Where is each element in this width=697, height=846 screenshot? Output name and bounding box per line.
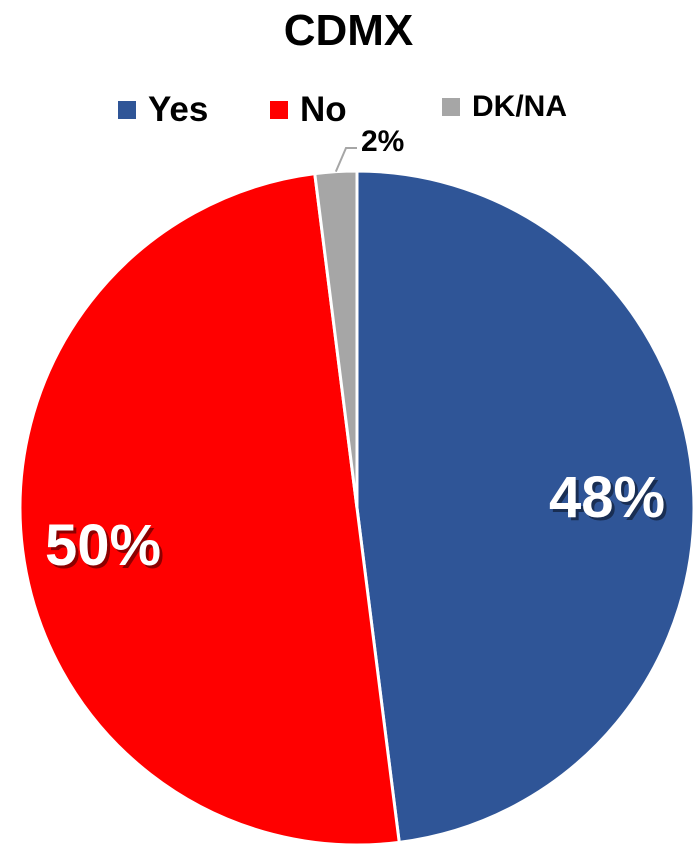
legend-item-no: No <box>270 90 347 130</box>
data-label-yes: 48% <box>549 465 665 530</box>
legend-label-dkna: DK/NA <box>472 90 567 123</box>
legend-item-yes: Yes <box>118 90 208 130</box>
legend-label-no: No <box>300 90 347 129</box>
data-label-dkna: 2% <box>361 125 404 158</box>
data-label-no: 50% <box>45 513 161 578</box>
leader-line-dkna <box>334 147 357 173</box>
chart-title: CDMX <box>283 6 414 55</box>
data-label-shadow-yes: 48% <box>552 468 668 533</box>
pie-slice-no <box>18 171 401 846</box>
pie-slice-yes <box>355 169 696 845</box>
legend-item-dkna: DK/NA <box>442 90 567 124</box>
legend-label-yes: Yes <box>148 90 209 129</box>
legend-swatch-no <box>270 101 288 119</box>
legend-swatch-dkna <box>442 98 460 116</box>
data-label-shadow-no: 50% <box>48 516 164 581</box>
legend-swatch-yes <box>118 101 136 119</box>
